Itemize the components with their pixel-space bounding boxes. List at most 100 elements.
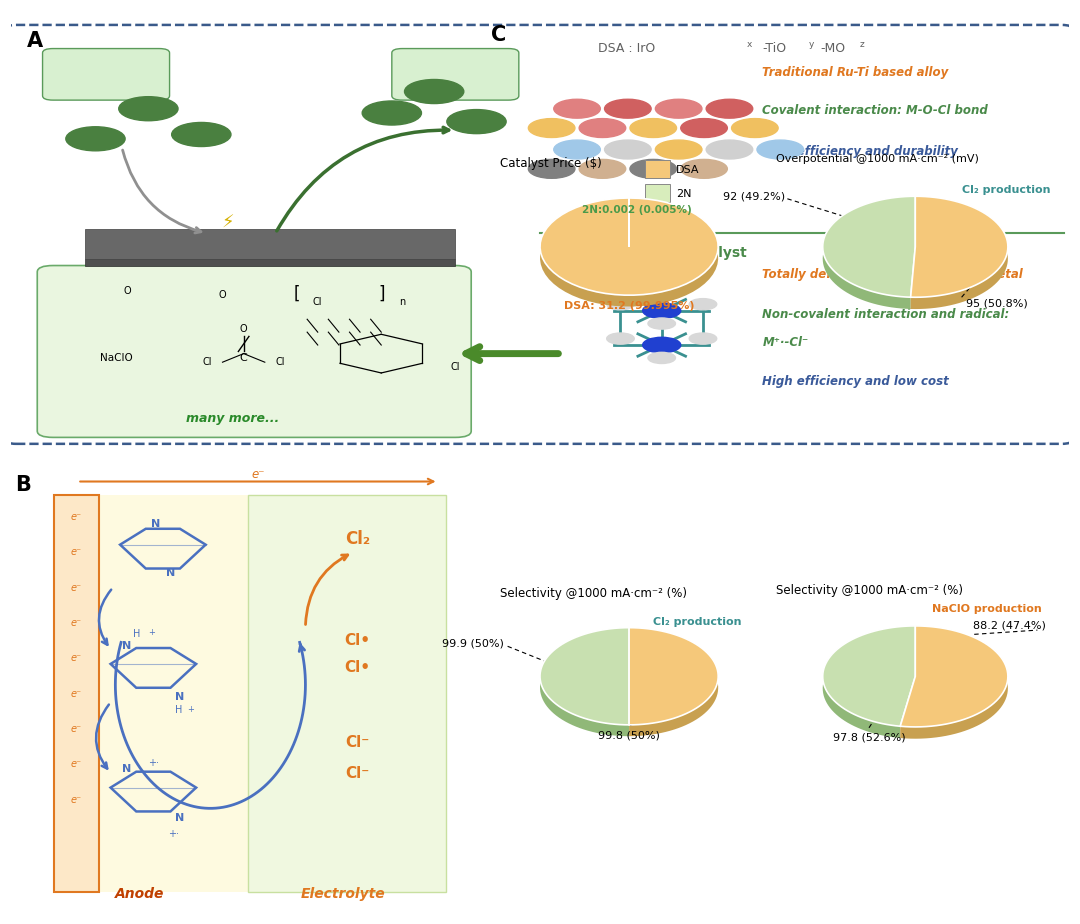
Text: DSA: DSA [676, 164, 700, 175]
Bar [85, 259, 456, 265]
Circle shape [656, 99, 702, 118]
Text: DSA : IrO: DSA : IrO [598, 43, 656, 55]
Text: x: x [746, 40, 752, 49]
Text: NaClO production: NaClO production [932, 604, 1042, 614]
Text: +: + [148, 628, 156, 637]
Text: H: H [175, 705, 183, 715]
Text: 97.8 (52.6%): 97.8 (52.6%) [833, 733, 905, 743]
Text: DSA: 31.2 (99.995%): DSA: 31.2 (99.995%) [564, 300, 694, 310]
Circle shape [689, 333, 717, 344]
Polygon shape [540, 627, 629, 736]
Text: e⁻: e⁻ [70, 512, 81, 522]
Text: Cl: Cl [202, 358, 212, 367]
Polygon shape [540, 627, 629, 724]
Circle shape [172, 123, 231, 147]
Circle shape [605, 140, 651, 159]
FancyBboxPatch shape [5, 25, 1072, 444]
Text: e⁻: e⁻ [70, 653, 81, 663]
Text: -TiO: -TiO [762, 43, 786, 55]
Text: Cl₂: Cl₂ [346, 530, 370, 548]
Text: e⁻: e⁻ [70, 582, 81, 592]
FancyBboxPatch shape [98, 494, 248, 893]
Text: Traditional Ru-Ti based alloy: Traditional Ru-Ti based alloy [762, 66, 948, 79]
Circle shape [643, 337, 680, 353]
Text: 99.9 (50%): 99.9 (50%) [442, 638, 503, 649]
Circle shape [119, 97, 178, 121]
Text: N: N [175, 813, 185, 823]
Text: Cl₂: Cl₂ [446, 67, 464, 80]
Bar [85, 229, 456, 259]
Circle shape [643, 303, 680, 319]
Text: Cl⁻: Cl⁻ [346, 735, 369, 749]
Polygon shape [540, 198, 718, 295]
Text: 99.8 (50%): 99.8 (50%) [598, 730, 660, 740]
Text: C: C [240, 353, 247, 363]
Text: ]: ] [378, 285, 384, 302]
Text: B: B [15, 475, 31, 495]
Text: Organo-electrocatalyst: Organo-electrocatalyst [567, 246, 747, 260]
Circle shape [405, 79, 463, 103]
Polygon shape [823, 196, 916, 298]
Text: n: n [400, 297, 405, 307]
Text: 88.2 (47.4%): 88.2 (47.4%) [973, 621, 1045, 631]
FancyBboxPatch shape [54, 494, 98, 893]
Text: e⁻: e⁻ [70, 795, 81, 805]
Text: many more...: many more... [187, 411, 280, 424]
Polygon shape [901, 626, 1008, 738]
Circle shape [680, 118, 727, 138]
FancyBboxPatch shape [248, 494, 446, 893]
Circle shape [554, 140, 600, 159]
FancyBboxPatch shape [392, 49, 518, 100]
Circle shape [605, 99, 651, 118]
Circle shape [607, 333, 634, 344]
Polygon shape [901, 626, 1008, 727]
Polygon shape [629, 627, 718, 736]
Polygon shape [823, 196, 916, 309]
Text: Selectivity @1000 mA·cm⁻² (%): Selectivity @1000 mA·cm⁻² (%) [777, 584, 963, 597]
Circle shape [528, 118, 575, 138]
Text: A: A [27, 31, 43, 52]
Text: O: O [123, 286, 131, 296]
Polygon shape [540, 198, 718, 307]
Text: Selectivity @1000 mA·cm⁻² (%): Selectivity @1000 mA·cm⁻² (%) [499, 587, 687, 601]
FancyBboxPatch shape [37, 265, 471, 437]
Text: Cl•: Cl• [345, 633, 370, 648]
Polygon shape [910, 196, 1008, 298]
Circle shape [554, 99, 600, 118]
Text: NaClO: NaClO [100, 353, 133, 363]
Text: e⁻: e⁻ [70, 760, 81, 769]
Text: Totally defined structure without metal: Totally defined structure without metal [762, 268, 1023, 281]
Circle shape [528, 160, 575, 178]
Polygon shape [910, 196, 1008, 309]
Text: Catalyst Price ($): Catalyst Price ($) [499, 157, 602, 171]
FancyBboxPatch shape [42, 49, 170, 100]
Text: Covalent interaction: M-O-Cl bond: Covalent interaction: M-O-Cl bond [762, 104, 988, 117]
Text: Cl₂ production: Cl₂ production [961, 186, 1050, 195]
Text: ⚡: ⚡ [221, 213, 234, 232]
Text: Overpotential @1000 mA·cm⁻² (mV): Overpotential @1000 mA·cm⁻² (mV) [777, 154, 980, 164]
Text: Cl: Cl [313, 297, 323, 307]
Circle shape [680, 160, 727, 178]
Text: -MO: -MO [821, 43, 846, 55]
Text: Cl₂ production: Cl₂ production [653, 617, 742, 627]
Text: N: N [175, 691, 185, 701]
Polygon shape [823, 626, 916, 738]
Circle shape [656, 140, 702, 159]
Circle shape [706, 99, 753, 118]
Circle shape [362, 101, 421, 125]
Circle shape [630, 118, 676, 138]
Text: Cl: Cl [450, 361, 459, 371]
Circle shape [66, 127, 125, 151]
Text: e⁻: e⁻ [70, 618, 81, 627]
Text: +·: +· [148, 758, 159, 768]
Text: 2N: 2N [676, 188, 691, 199]
Text: Electrolyte: Electrolyte [301, 887, 386, 901]
Circle shape [630, 160, 676, 178]
Circle shape [731, 118, 779, 138]
Text: H: H [133, 629, 140, 639]
Polygon shape [629, 627, 718, 724]
Circle shape [607, 298, 634, 310]
Text: z: z [860, 40, 864, 49]
Text: e⁻: e⁻ [70, 723, 81, 734]
Circle shape [706, 140, 753, 159]
